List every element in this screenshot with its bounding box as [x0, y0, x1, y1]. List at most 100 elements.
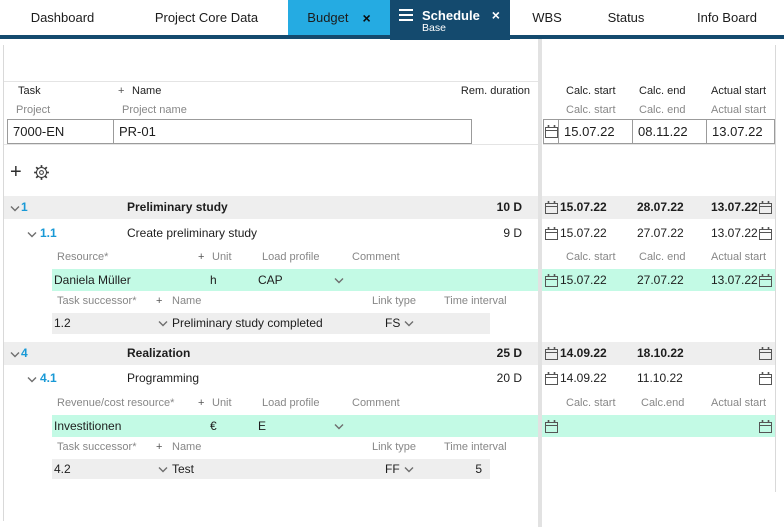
task-row-summary-dates[interactable]: 15.07.22 28.07.22 13.07.22	[542, 196, 775, 219]
task-row-summary-dates[interactable]: 14.09.22 18.10.22	[542, 342, 775, 365]
calendar-icon[interactable]	[545, 420, 558, 433]
gear-icon[interactable]	[33, 164, 50, 181]
col-calc-start: Calc. start	[566, 85, 616, 97]
task-row-summary[interactable]: 4 Realization 25 D	[4, 342, 538, 365]
tab-schedule-variant-label: Base	[422, 22, 446, 34]
chevron-down-icon[interactable]	[27, 231, 37, 238]
task-name-cell[interactable]: Preliminary study	[127, 200, 228, 214]
successor-name-cell[interactable]: Preliminary study completed	[172, 316, 323, 330]
calendar-icon[interactable]	[545, 274, 558, 287]
resource-row[interactable]: Daniela Müller h CAP	[52, 269, 538, 291]
calc-start-cell[interactable]: 14.09.22	[560, 371, 607, 385]
tab-wbs[interactable]: WBS	[512, 0, 582, 35]
resource-row-dates[interactable]: 15.07.22 27.07.22 13.07.22	[542, 269, 775, 291]
chevron-down-icon[interactable]	[404, 466, 414, 473]
chevron-down-icon[interactable]	[334, 423, 344, 430]
calendar-icon[interactable]	[759, 347, 772, 360]
task-row-dates[interactable]: 14.09.22 11.10.22	[542, 367, 775, 390]
calc-end-cell[interactable]: 11.10.22	[637, 371, 683, 385]
task-name-cell[interactable]: Realization	[127, 346, 191, 360]
calendar-icon[interactable]	[759, 274, 772, 287]
panel-splitter[interactable]	[538, 39, 542, 527]
actual-start-cell[interactable]: 13.07.22	[711, 226, 758, 240]
project-calc-start-field[interactable]: 15.07.22	[558, 119, 633, 144]
tab-schedule-label: Schedule	[422, 7, 480, 23]
tab-info-board[interactable]: Info Board	[670, 0, 784, 35]
resource-row-dates[interactable]	[542, 415, 775, 437]
calc-end-cell[interactable]: 27.07.22	[637, 226, 684, 240]
task-row[interactable]: 4.1 Programming 20 D	[4, 367, 538, 390]
project-calc-end-field[interactable]: 08.11.22	[632, 119, 707, 144]
resource-unit-cell[interactable]: h	[210, 273, 217, 287]
tab-project-core-data[interactable]: Project Core Data	[125, 0, 288, 35]
calc-start-cell[interactable]: 15.07.22	[560, 273, 607, 287]
add-column-icon[interactable]: +	[198, 251, 205, 263]
project-name-field[interactable]: PR-01	[119, 124, 156, 139]
calc-start-cell[interactable]: 15.07.22	[560, 226, 607, 240]
resource-unit-cell[interactable]: €	[210, 419, 217, 433]
calc-end-cell[interactable]: 27.07.22	[637, 273, 684, 287]
link-type-cell[interactable]: FS	[385, 316, 401, 330]
project-calc-end-value: 08.11.22	[638, 124, 688, 139]
task-successor-header: Task successor*	[57, 441, 137, 453]
calendar-icon[interactable]	[759, 420, 772, 433]
calendar-icon[interactable]	[545, 201, 558, 214]
actual-start-cell[interactable]: 13.07.22	[711, 273, 758, 287]
chevron-down-icon[interactable]	[10, 351, 20, 358]
task-name-cell[interactable]: Create preliminary study	[127, 226, 258, 240]
task-duration-cell[interactable]: 10 D	[496, 200, 522, 214]
chevron-down-icon[interactable]	[158, 320, 168, 327]
calc-end-cell[interactable]: 18.10.22	[637, 346, 684, 360]
tab-dashboard[interactable]: Dashboard	[0, 0, 125, 35]
successor-row[interactable]: 1.2 Preliminary study completed FS	[52, 313, 490, 334]
successor-name-cell[interactable]: Test	[172, 462, 195, 476]
close-icon[interactable]: ×	[362, 9, 371, 26]
calendar-icon[interactable]	[759, 201, 772, 214]
tab-schedule[interactable]: Schedule × Base	[390, 0, 510, 40]
successor-id-cell[interactable]: 4.2	[54, 462, 71, 476]
load-profile-cell[interactable]: E	[258, 419, 267, 433]
calc-start-cell[interactable]: 14.09.22	[560, 346, 607, 360]
tab-status[interactable]: Status	[582, 0, 670, 35]
chevron-down-icon[interactable]	[27, 376, 37, 383]
close-icon[interactable]: ×	[491, 7, 500, 23]
task-row-dates[interactable]: 15.07.22 27.07.22 13.07.22	[542, 222, 775, 245]
add-column-icon[interactable]: +	[118, 85, 125, 97]
calendar-icon[interactable]	[545, 227, 558, 240]
add-column-icon[interactable]: +	[156, 295, 163, 307]
add-column-icon[interactable]: +	[156, 441, 163, 453]
tab-budget[interactable]: Budget ×	[288, 0, 390, 35]
calendar-icon[interactable]	[759, 227, 772, 240]
menu-icon[interactable]	[399, 8, 413, 22]
calc-end-cell[interactable]: 28.07.22	[637, 200, 684, 214]
calendar-icon[interactable]	[544, 125, 558, 138]
add-column-icon[interactable]: +	[198, 397, 205, 409]
calendar-icon[interactable]	[759, 372, 772, 385]
time-interval-cell[interactable]: 5	[475, 462, 482, 476]
task-duration-cell[interactable]: 25 D	[496, 346, 522, 360]
task-row-summary[interactable]: 1 Preliminary study 10 D	[4, 196, 538, 219]
resource-name-cell[interactable]: Investitionen	[54, 419, 122, 433]
resource-row[interactable]: Investitionen € E	[52, 415, 538, 437]
calendar-icon[interactable]	[545, 372, 558, 385]
resource-name-cell[interactable]: Daniela Müller	[54, 273, 131, 287]
chevron-down-icon[interactable]	[10, 205, 20, 212]
project-label: Project	[16, 104, 51, 116]
calendar-icon[interactable]	[545, 347, 558, 360]
task-row[interactable]: 1.1 Create preliminary study 9 D	[4, 222, 538, 245]
task-name-cell[interactable]: Programming	[127, 371, 200, 385]
successor-id-cell[interactable]: 1.2	[54, 316, 71, 330]
successor-row[interactable]: 4.2 Test FF 5	[52, 459, 490, 479]
calc-start-cell[interactable]: 15.07.22	[560, 200, 607, 214]
chevron-down-icon[interactable]	[158, 466, 168, 473]
chevron-down-icon[interactable]	[404, 320, 414, 327]
add-task-button[interactable]: +	[10, 161, 22, 183]
project-id-field[interactable]: 7000-EN	[8, 120, 114, 143]
task-duration-cell[interactable]: 20 D	[496, 371, 522, 385]
load-profile-cell[interactable]: CAP	[258, 273, 283, 287]
task-duration-cell[interactable]: 9 D	[503, 226, 522, 240]
link-type-cell[interactable]: FF	[385, 462, 400, 476]
project-actual-start-field[interactable]: 13.07.22	[706, 119, 775, 144]
actual-start-cell[interactable]: 13.07.22	[711, 200, 758, 214]
chevron-down-icon[interactable]	[334, 277, 344, 284]
